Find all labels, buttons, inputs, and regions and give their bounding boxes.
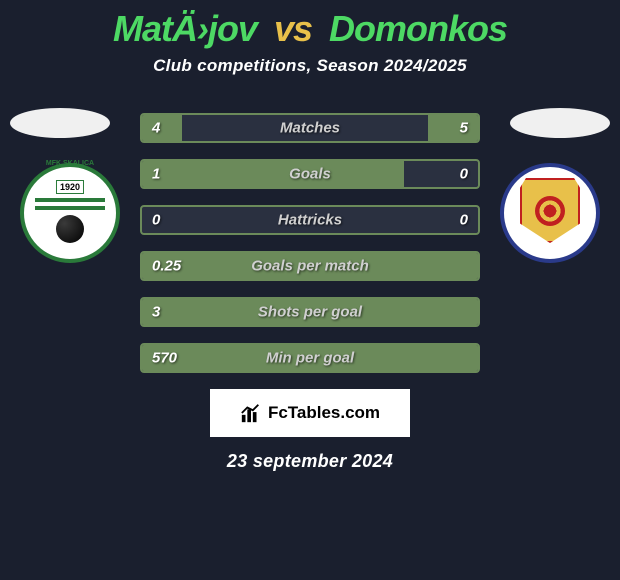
shield-icon — [520, 178, 580, 243]
club-left-year: 1920 — [56, 180, 84, 194]
flag-right — [510, 108, 610, 138]
stat-value-right: 0 — [460, 212, 468, 229]
stat-label: Min per goal — [266, 350, 354, 367]
stat-row: 570 Min per goal — [140, 343, 480, 373]
flag-left — [10, 108, 110, 138]
player1-name: MatÄ›jov — [113, 8, 257, 49]
player2-name: Domonkos — [329, 8, 507, 49]
club-left-stripe2 — [35, 206, 105, 210]
stat-label: Goals per match — [251, 258, 369, 275]
stat-row: 1 Goals 0 — [140, 159, 480, 189]
stat-label: Goals — [289, 166, 331, 183]
stat-fill-left — [142, 161, 404, 187]
stat-row: 0.25 Goals per match — [140, 251, 480, 281]
stat-row: 3 Shots per goal — [140, 297, 480, 327]
footer-date: 23 september 2024 — [0, 451, 620, 472]
vs-label: vs — [274, 8, 312, 49]
chart-icon — [240, 402, 262, 424]
content-area: MFK SKALICA 1920 4 Matches 5 1 Goals 0 0 Hattri… — [0, 108, 620, 472]
club-right-crest — [520, 178, 580, 248]
stats-container: 4 Matches 5 1 Goals 0 0 Hattricks 0 0.25 Goals per… — [140, 108, 480, 373]
stat-fill-right — [428, 115, 478, 141]
stat-value-right: 0 — [460, 166, 468, 183]
stat-value-left: 0 — [152, 212, 160, 229]
header: MatÄ›jov vs Domonkos Club competitions, … — [0, 0, 620, 76]
page-title: MatÄ›jov vs Domonkos — [0, 8, 620, 50]
stat-label: Matches — [280, 120, 340, 137]
branding-box: FcTables.com — [210, 389, 410, 437]
subtitle: Club competitions, Season 2024/2025 — [0, 56, 620, 76]
stat-value-left: 1 — [152, 166, 160, 183]
stat-value-left: 0.25 — [152, 258, 181, 275]
stat-value-right: 5 — [460, 120, 468, 137]
branding-text: FcTables.com — [268, 403, 380, 423]
stat-value-left: 4 — [152, 120, 160, 137]
club-logo-left: MFK SKALICA 1920 — [20, 163, 120, 263]
club-logo-right — [500, 163, 600, 263]
club-left-stripe — [35, 198, 105, 202]
football-icon — [56, 215, 84, 243]
stat-value-left: 3 — [152, 304, 160, 321]
stat-row: 4 Matches 5 — [140, 113, 480, 143]
stat-row: 0 Hattricks 0 — [140, 205, 480, 235]
stat-value-left: 570 — [152, 350, 177, 367]
stat-label: Hattricks — [278, 212, 342, 229]
club-left-crest: MFK SKALICA 1920 — [35, 178, 105, 248]
club-left-name: MFK SKALICA — [46, 160, 94, 167]
stat-label: Shots per goal — [258, 304, 362, 321]
stat-fill-left — [142, 115, 182, 141]
flower-icon — [535, 196, 565, 226]
